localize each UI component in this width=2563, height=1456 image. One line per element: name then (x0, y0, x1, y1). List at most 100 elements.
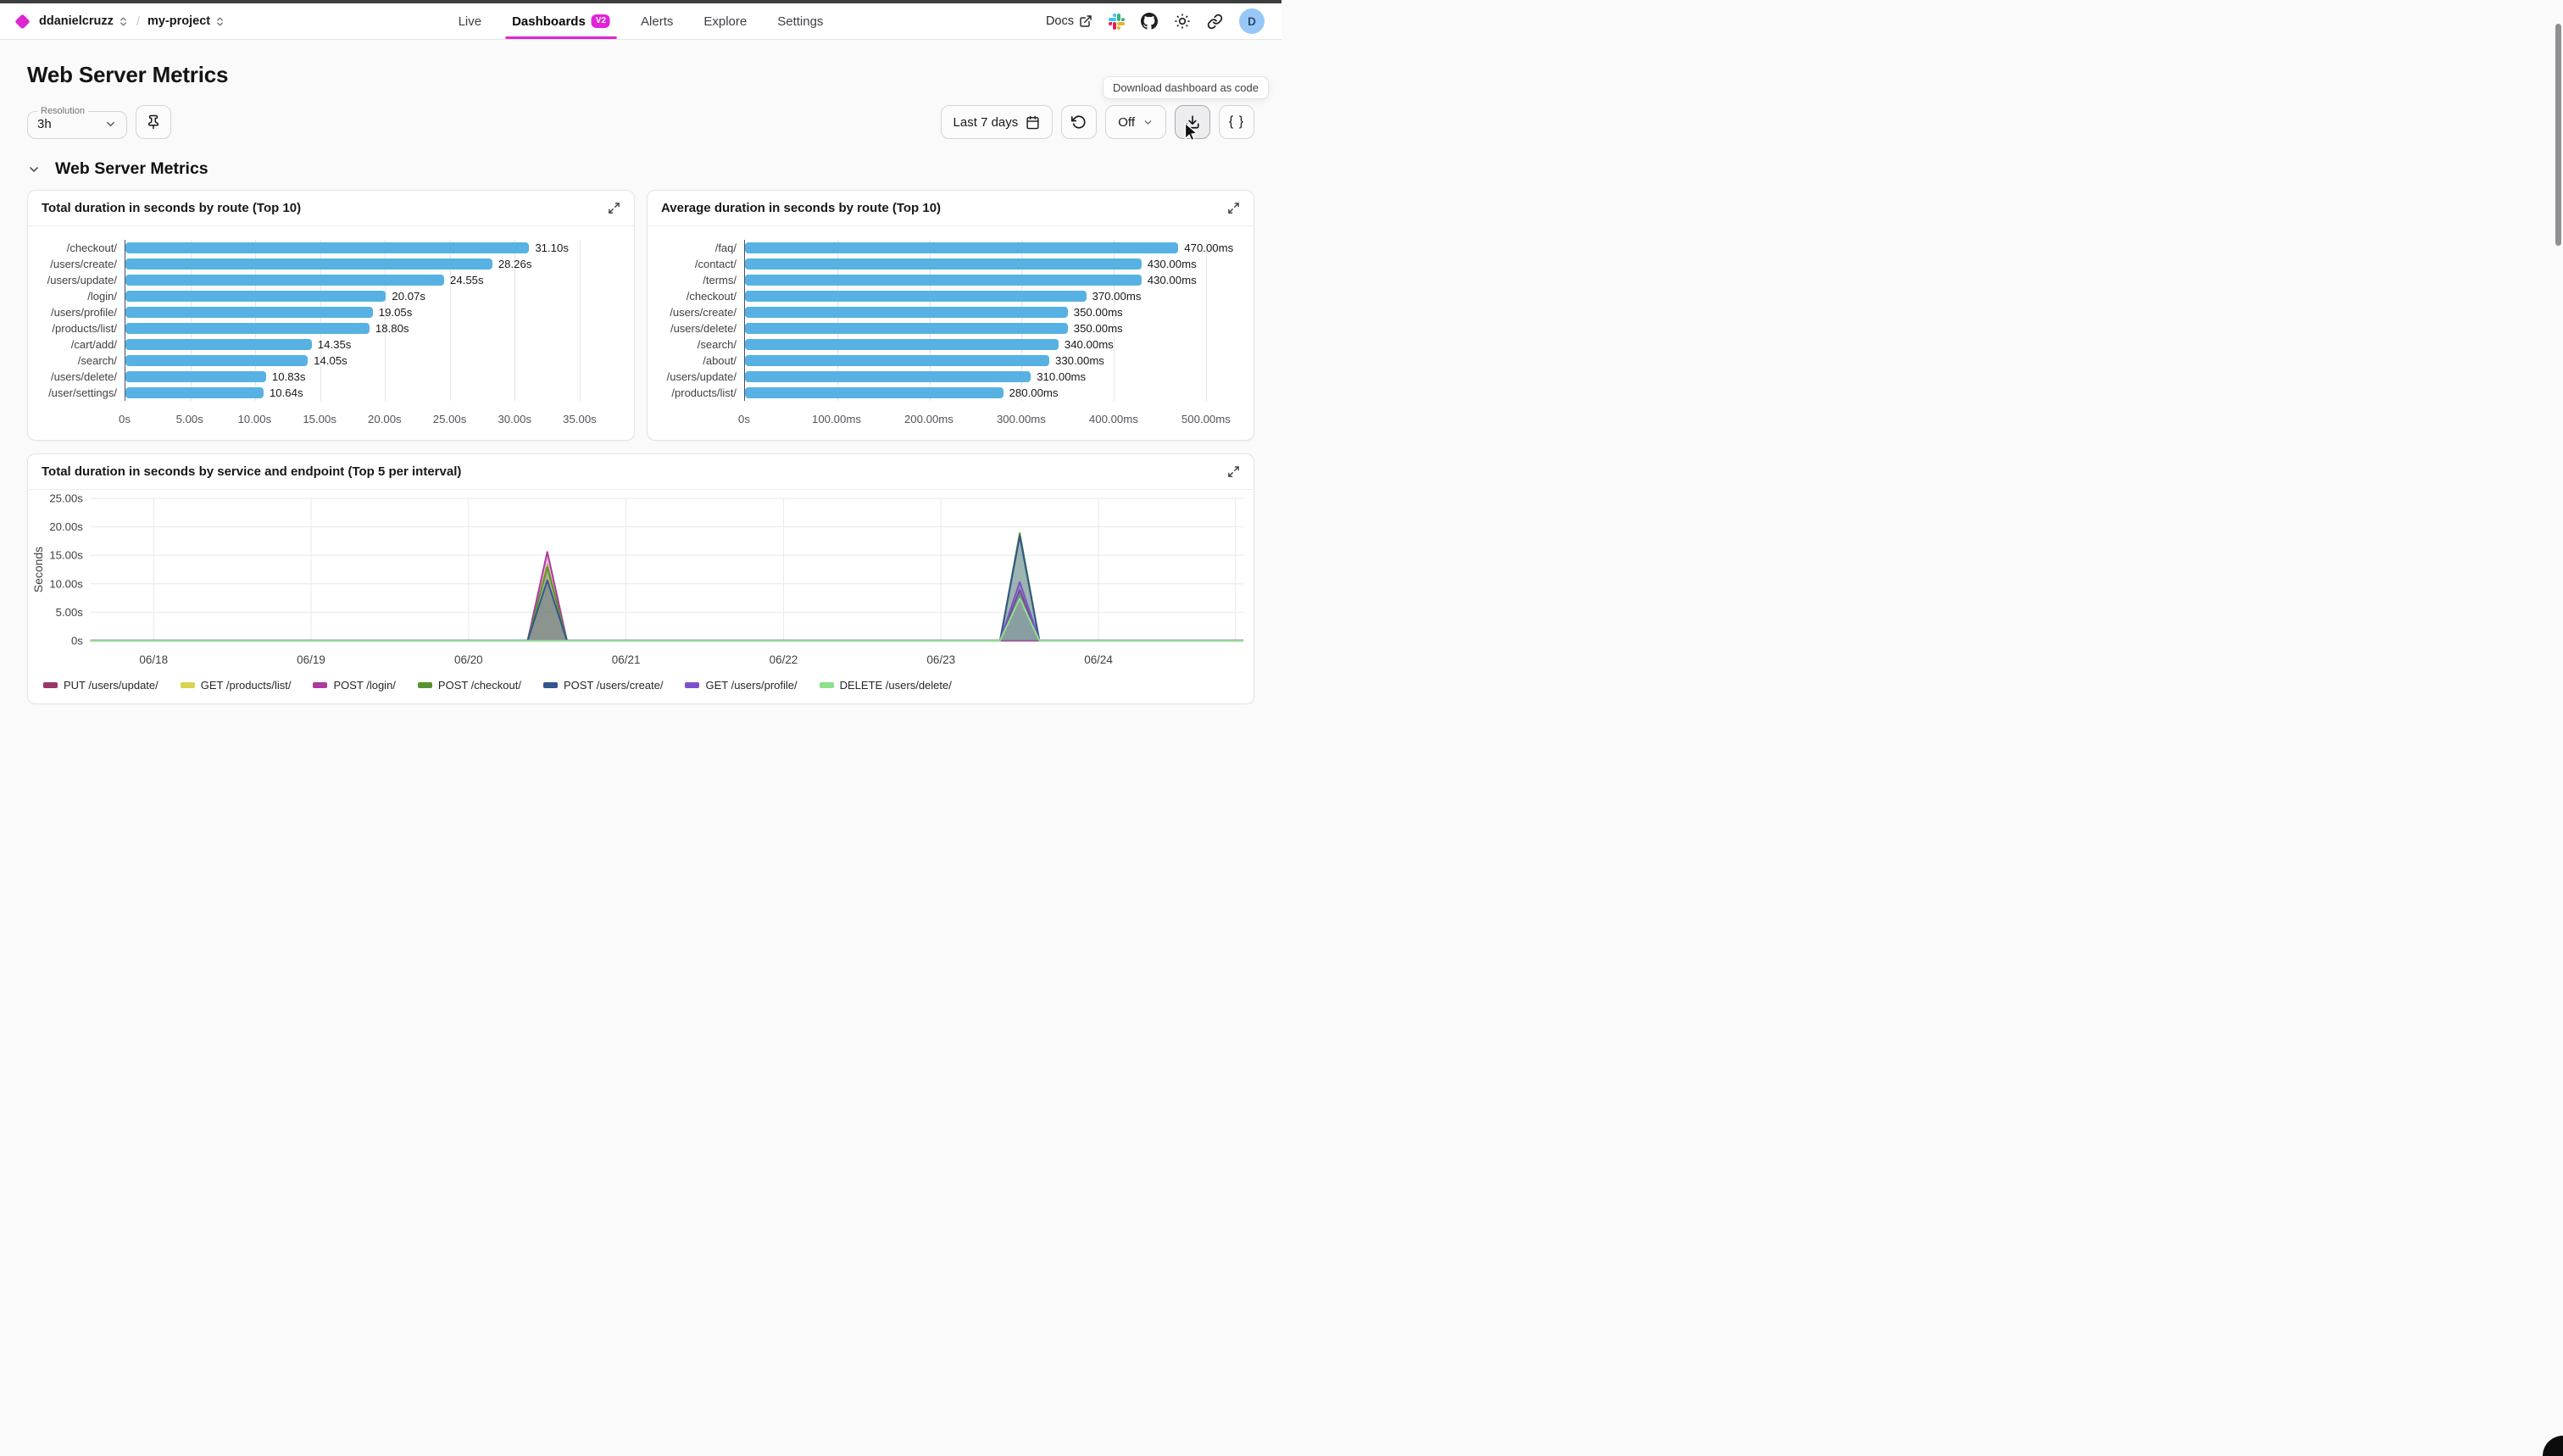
docs-label: Docs (1046, 14, 1074, 28)
code-braces-label: { } (1229, 114, 1244, 130)
screen-corner (2543, 1436, 2563, 1456)
chart-legend: PUT /users/update/GET /products/list/POS… (28, 675, 1254, 703)
expand-panel-icon[interactable] (1227, 202, 1240, 214)
tab-dashboards[interactable]: Dashboards V2 (512, 3, 610, 39)
x-axis-tick: 15.00s (303, 413, 336, 425)
refresh-button[interactable] (1061, 105, 1097, 139)
bar-category-label: /search/ (654, 336, 744, 353)
bar-row: 18.80s (125, 320, 619, 336)
legend-item[interactable]: DELETE /users/delete/ (820, 679, 952, 692)
bar-value-label: 430.00ms (1148, 258, 1197, 270)
bar-row: 350.00ms (745, 320, 1238, 336)
bar-value-label: 310.00ms (1037, 370, 1086, 383)
chevron-down-icon (1143, 117, 1154, 128)
download-icon (1185, 114, 1200, 130)
chevron-down-icon (104, 118, 117, 131)
resolution-value: 3h (37, 117, 52, 131)
panel-average-duration-by-route: Average duration in seconds by route (To… (647, 190, 1254, 441)
download-dashboard-button[interactable] (1175, 105, 1210, 139)
bar-category-label: /terms/ (654, 272, 744, 288)
avatar[interactable]: D (1239, 8, 1265, 34)
expand-panel-icon[interactable] (1227, 465, 1240, 478)
bar-category-label: /users/profile/ (35, 304, 125, 320)
github-icon[interactable] (1141, 13, 1158, 30)
pin-button[interactable] (136, 105, 171, 139)
time-range-button[interactable]: Last 7 days (941, 105, 1054, 139)
x-axis-tick: 35.00s (563, 413, 597, 425)
legend-item[interactable]: GET /users/profile/ (685, 679, 797, 692)
x-axis-tick: 0s (119, 413, 131, 425)
bar (125, 355, 308, 367)
x-axis-tick: 06/19 (297, 653, 325, 666)
panel-title: Total duration in seconds by route (Top … (42, 201, 301, 215)
legend-label: DELETE /users/delete/ (840, 679, 952, 692)
legend-swatch (43, 682, 58, 688)
x-axis-tick: 300.00ms (997, 413, 1046, 425)
legend-item[interactable]: POST /checkout/ (418, 679, 521, 692)
breadcrumb-separator: / (136, 14, 140, 29)
chevrons-up-down-icon (214, 16, 225, 27)
bar-value-label: 10.83s (272, 370, 306, 383)
legend-label: POST /users/create/ (564, 679, 664, 692)
bar-row: 280.00ms (745, 385, 1238, 401)
share-link-icon[interactable] (1207, 14, 1223, 30)
org-switcher[interactable]: ddanielcruzz (39, 14, 129, 28)
x-axis-tick: 5.00s (176, 413, 203, 425)
docs-link[interactable]: Docs (1046, 14, 1092, 28)
version-badge: V2 (592, 14, 610, 28)
bar-row: 14.05s (125, 353, 619, 369)
tab-alerts[interactable]: Alerts (641, 3, 673, 39)
legend-item[interactable]: GET /products/list/ (181, 679, 292, 692)
resolution-label: Resolution (37, 106, 88, 116)
section-title: Web Server Metrics (55, 159, 208, 179)
project-switcher[interactable]: my-project (147, 14, 225, 28)
tab-explore[interactable]: Explore (703, 3, 747, 39)
legend-swatch (543, 682, 558, 688)
area-chart-duration-by-endpoint: 0s5.00s10.00s15.00s20.00s25.00s06/1806/1… (28, 490, 1254, 675)
dashboard-page: Web Server Metrics Resolution 3h Downloa… (0, 40, 1282, 704)
tab-live[interactable]: Live (459, 3, 482, 39)
bar-value-label: 20.07s (392, 290, 425, 303)
legend-label: GET /users/profile/ (705, 679, 797, 692)
x-axis-tick: 20.00s (368, 413, 402, 425)
bar-value-label: 28.26s (498, 258, 532, 270)
legend-item[interactable]: POST /users/create/ (543, 679, 664, 692)
bar (125, 242, 529, 254)
bar (745, 371, 1031, 383)
series-area (91, 590, 1243, 641)
section-header[interactable]: Web Server Metrics (27, 159, 1254, 179)
bar (125, 371, 266, 383)
legend-swatch (418, 682, 432, 688)
resolution-select[interactable]: Resolution 3h (27, 106, 127, 139)
legend-item[interactable]: POST /login/ (313, 679, 395, 692)
bar-category-label: /about/ (654, 353, 744, 369)
slack-icon[interactable] (1109, 14, 1125, 30)
auto-refresh-select[interactable]: Off (1105, 105, 1166, 139)
expand-panel-icon[interactable] (608, 202, 620, 214)
theme-toggle-sun-icon[interactable] (1174, 13, 1191, 30)
tab-label: Dashboards (512, 14, 586, 29)
bar-category-label: /contact/ (654, 256, 744, 272)
bar-row: 28.26s (125, 256, 619, 272)
bar-value-label: 470.00ms (1184, 242, 1233, 254)
bar-row: 10.83s (125, 369, 619, 385)
bar-row: 470.00ms (745, 240, 1238, 256)
y-axis-tick: 20.00s (49, 520, 83, 533)
x-axis-tick: 100.00ms (812, 413, 861, 425)
tab-settings[interactable]: Settings (777, 3, 823, 39)
y-axis-tick: 5.00s (56, 606, 84, 619)
legend-item[interactable]: PUT /users/update/ (43, 679, 158, 692)
scrollbar[interactable] (2555, 24, 2561, 246)
bar-value-label: 10.64s (270, 386, 303, 399)
bar-value-label: 18.80s (375, 322, 409, 335)
app-logo-icon[interactable] (14, 14, 30, 29)
bar-chart-average-duration: /faq//contact//terms//checkout//users/cr… (648, 226, 1254, 440)
page-title: Web Server Metrics (27, 62, 1254, 88)
dashboard-code-button[interactable]: { } (1219, 105, 1254, 139)
project-name: my-project (147, 14, 210, 28)
bar-chart-total-duration: /checkout//users/create//users/update//l… (28, 226, 634, 440)
series-area (91, 552, 1243, 641)
tab-label: Live (459, 14, 482, 29)
calendar-icon (1026, 115, 1040, 130)
bar-category-label: /products/list/ (35, 320, 125, 336)
